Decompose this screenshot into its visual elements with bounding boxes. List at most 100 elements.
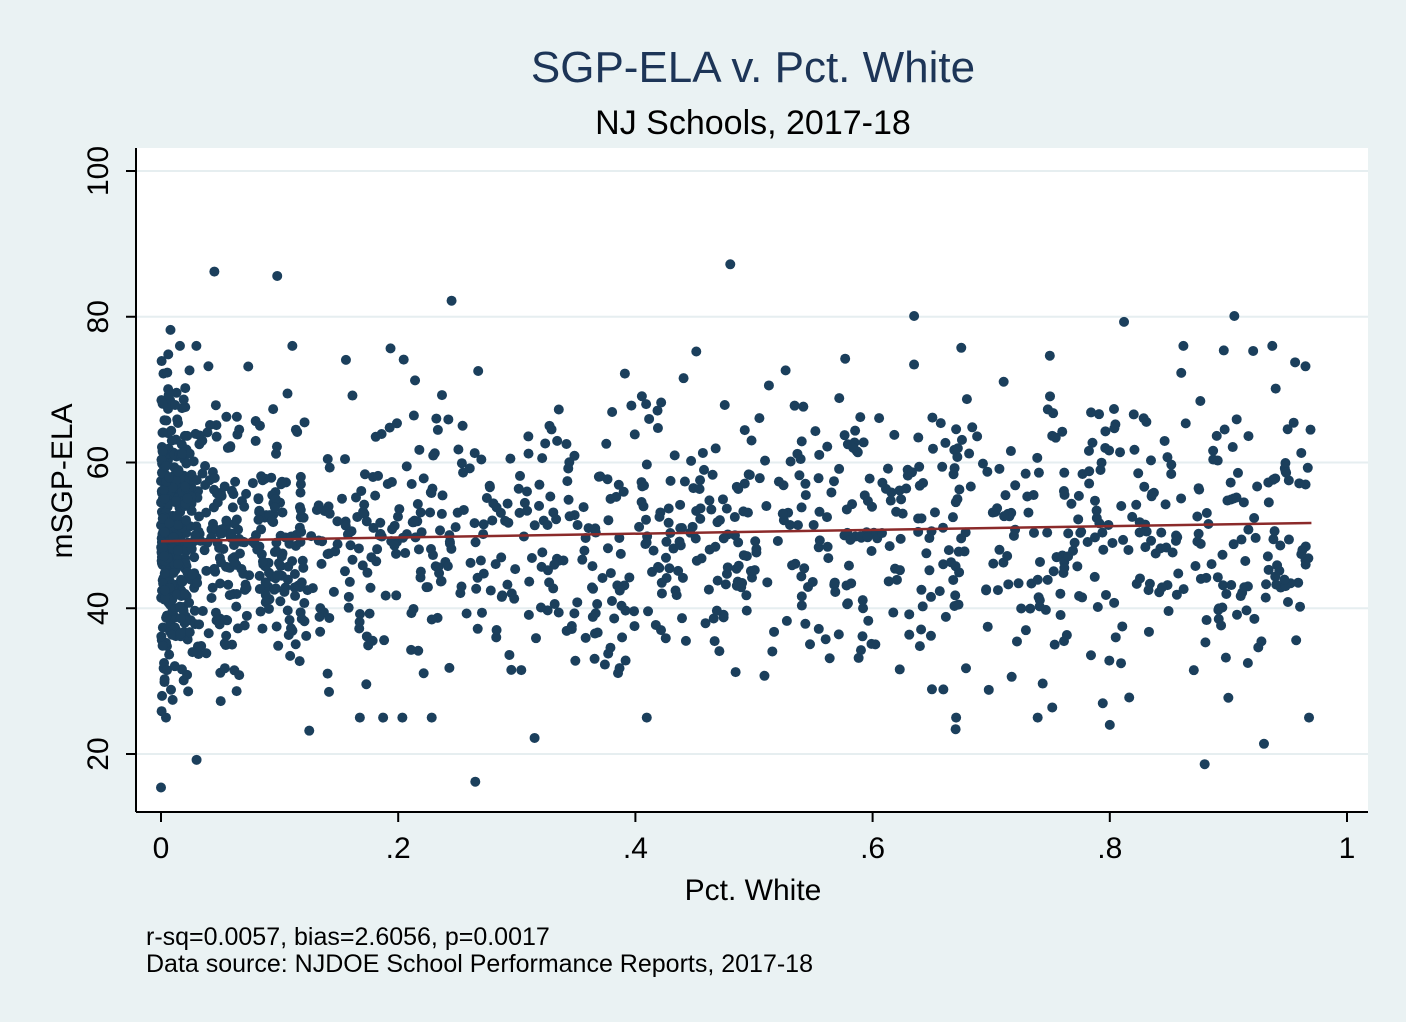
data-point [232,429,243,440]
data-point [469,518,480,529]
data-point [497,590,508,601]
plot-area [136,148,1368,812]
data-point [924,565,935,576]
data-point [504,649,515,660]
data-point [286,623,297,634]
data-point [885,495,896,506]
data-point [738,506,749,517]
data-point [263,603,274,614]
data-point [719,400,730,411]
data-point [954,484,965,495]
data-point [476,607,487,618]
data-point [156,782,166,793]
data-point [1223,692,1234,703]
data-point [1097,527,1108,538]
data-point [162,367,173,378]
data-point [465,557,476,568]
data-point [796,436,807,447]
data-point [564,457,575,468]
data-point [1220,652,1231,663]
data-point [272,570,283,581]
data-point [515,470,526,481]
data-point [959,546,970,557]
x-tick-label: 1 [1339,832,1356,865]
data-point [389,540,400,551]
data-point [673,565,684,576]
data-point [272,270,283,281]
data-point [184,627,195,638]
data-point [1279,574,1290,585]
data-point [1089,532,1100,543]
data-point [1269,526,1280,537]
data-point [1020,468,1031,479]
chart-subtitle: NJ Schools, 2017-18 [595,104,911,142]
data-point [1270,571,1281,582]
data-point [271,621,282,632]
data-point [759,670,770,681]
data-point [359,469,370,480]
data-point [416,527,427,538]
data-point [1096,457,1107,468]
y-tick-label: 100 [82,146,115,196]
data-point [1282,597,1293,608]
data-point [695,513,706,524]
data-point [234,548,245,559]
data-point [1235,591,1246,602]
data-point [298,562,309,573]
data-point [763,380,774,391]
data-point [943,545,954,556]
data-point [949,601,960,612]
data-point [426,614,437,625]
data-point [570,655,581,666]
data-point [643,606,654,617]
data-point [1089,571,1100,582]
data-point [813,623,824,634]
data-point [629,606,640,617]
data-point [156,706,167,717]
data-point [471,583,482,594]
data-point [436,508,447,519]
data-point [1222,495,1233,506]
data-point [378,712,389,723]
data-point [1025,603,1036,614]
data-point [389,520,400,531]
data-point [626,400,637,411]
data-point [956,342,967,353]
data-point [379,635,390,646]
data-point [1059,467,1070,478]
data-point [814,506,825,517]
data-point [187,647,198,658]
data-point [629,429,640,440]
data-point [609,613,620,624]
data-point [739,478,750,489]
data-point [961,394,972,405]
data-point [1011,636,1022,647]
data-point [1250,532,1261,543]
data-point [1167,547,1178,558]
data-point [1069,537,1080,548]
data-point [1109,403,1120,414]
data-point [884,541,895,552]
data-point [1240,556,1251,567]
data-point [935,418,946,429]
data-point [703,584,714,595]
data-point [519,497,530,508]
data-point [1275,540,1286,551]
data-point [413,544,424,555]
data-point [656,588,667,599]
data-point [663,517,674,528]
data-point [386,477,397,488]
data-point [660,552,671,563]
data-point [256,524,267,535]
data-point [500,515,511,526]
data-point [266,515,277,526]
data-point [191,754,202,765]
data-point [256,471,267,482]
data-point [794,470,805,481]
data-point [799,563,810,574]
data-point [1110,632,1121,643]
data-point [577,554,588,565]
data-point [491,502,502,513]
data-point [1159,435,1170,446]
data-point [588,583,599,594]
